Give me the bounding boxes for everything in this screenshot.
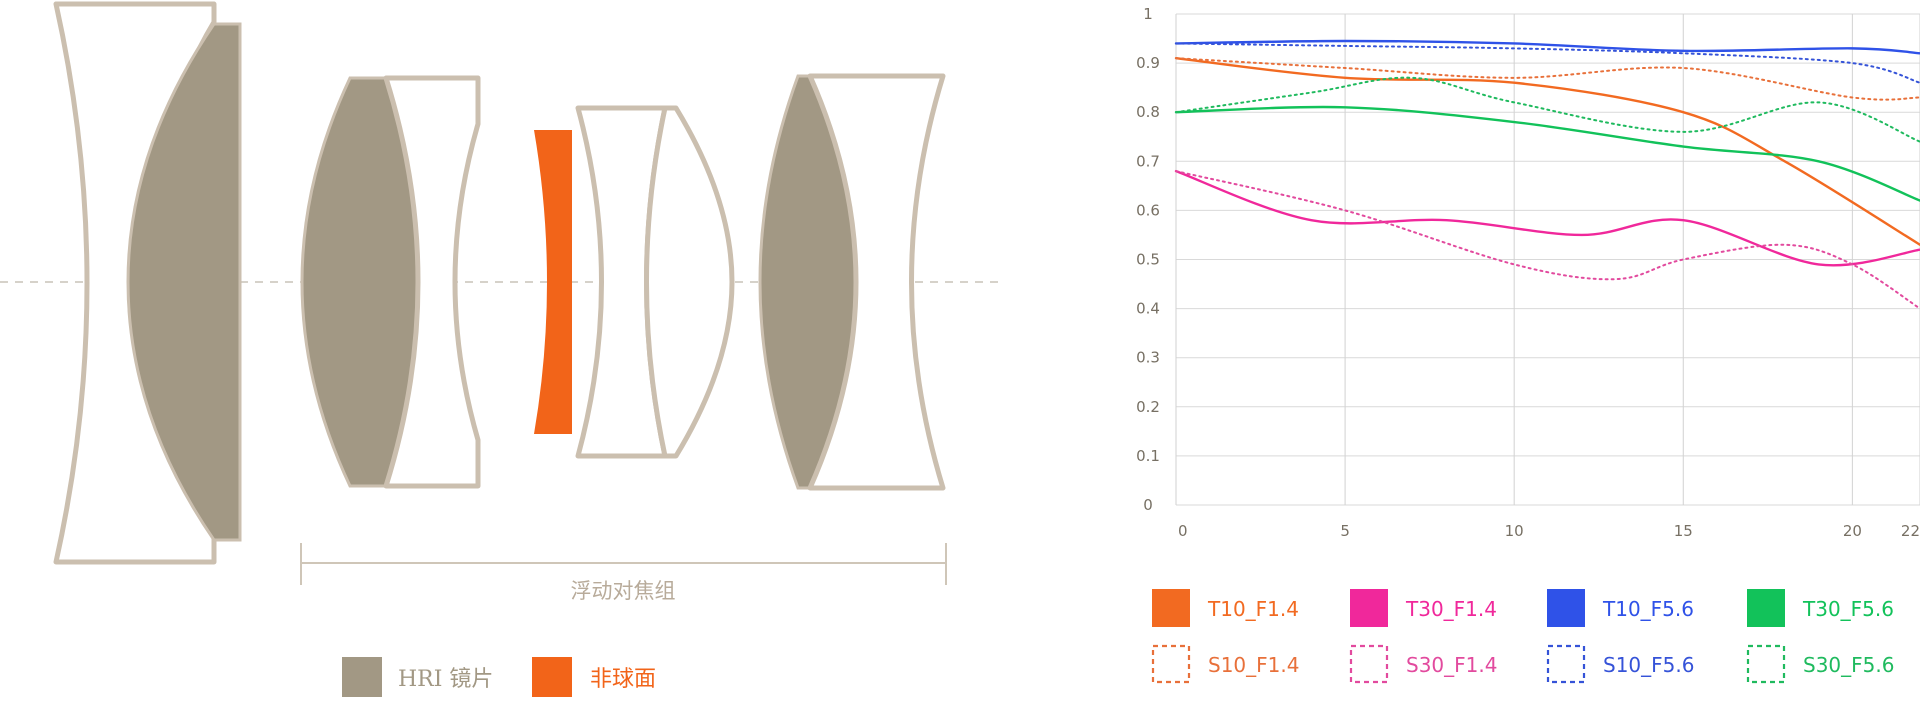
- legend-label-t30-f5-6: T30_F5.6: [1802, 597, 1894, 621]
- y-tick-label: 0.4: [1136, 300, 1160, 318]
- series-line-s10-f5-6: [1175, 42, 1920, 84]
- x-tick-label: 20: [1843, 522, 1862, 540]
- y-tick-label: 0.2: [1136, 398, 1160, 416]
- y-tick-label: 0.9: [1136, 54, 1160, 72]
- lens-element-4: [383, 75, 481, 489]
- x-tick-label: 0: [1178, 522, 1188, 540]
- legend-label-t10-f1-4: T10_F1.4: [1207, 597, 1299, 621]
- y-tick-label: 0.1: [1136, 447, 1160, 465]
- hri-legend-swatch: [342, 657, 382, 697]
- legend-label-t10-f5-6: T10_F5.6: [1602, 597, 1694, 621]
- series-line-t10-f5-6: [1174, 39, 1920, 55]
- y-tick-label: 0.5: [1136, 251, 1160, 269]
- y-tick-label: 0.3: [1136, 349, 1160, 367]
- series-line-s30-f1-4: [1175, 170, 1920, 310]
- series-line-s10-f1-4: [1175, 57, 1920, 101]
- legend-swatch-t30-f1-4: [1350, 589, 1388, 627]
- legend-label-s10-f5-6: S10_F5.6: [1603, 653, 1694, 677]
- legend-swatch-t10-f5-6: [1547, 589, 1585, 627]
- mtf-chart: 00.10.20.30.40.50.60.70.80.910 5 10 15 20 22 …: [1136, 5, 1920, 684]
- chart-ticks: 00.10.20.30.40.50.60.70.80.910 5 10 15 20 22: [1136, 5, 1920, 540]
- lens-element-5-aspheric: [534, 130, 572, 434]
- series-line-t10-f1-4: [1174, 56, 1920, 246]
- aspheric-legend-swatch: [532, 657, 572, 697]
- y-tick-label: 0.6: [1136, 201, 1160, 219]
- legend-label-s30-f5-6: S30_F5.6: [1803, 653, 1894, 677]
- lens-element-7: [644, 105, 735, 459]
- y-tick-label: 0: [1143, 496, 1153, 514]
- chart-series: [1174, 39, 1920, 310]
- floating-focus-label: 浮动对焦组: [571, 579, 676, 603]
- lens-element-2-hri: [126, 22, 242, 542]
- x-tick-label: 5: [1340, 522, 1350, 540]
- legend-swatch-t10-f1-4: [1152, 589, 1190, 627]
- y-tick-label: 0.8: [1136, 103, 1160, 121]
- floating-focus-bracket: [300, 543, 947, 585]
- y-tick-label: 1: [1143, 5, 1153, 23]
- aspheric-legend-label: 非球面: [590, 667, 656, 692]
- x-tick-label: 15: [1674, 522, 1693, 540]
- legend-label-t30-f1-4: T30_F1.4: [1405, 597, 1497, 621]
- series-line-s30-f5-6: [1175, 76, 1920, 143]
- lens-element-9: [807, 73, 946, 491]
- legend-swatch-s10-f5-6: [1546, 644, 1586, 684]
- chart-legend: T10_F1.4 T30_F1.4 T10_F5.6 T30_F5.6 S10_F1.4…: [1151, 589, 1894, 684]
- legend-label-s30-f1-4: S30_F1.4: [1406, 653, 1497, 677]
- lens-diagram: 浮动对焦组 HRI 镜片 非球面: [0, 1, 1005, 697]
- legend-swatch-s30-f5-6: [1746, 644, 1786, 684]
- x-tick-label: 22: [1901, 522, 1920, 540]
- x-tick-label: 10: [1505, 522, 1524, 540]
- legend-label-s10-f1-4: S10_F1.4: [1208, 653, 1299, 677]
- chart-grid: [1175, 13, 1920, 506]
- hri-legend-label: HRI 镜片: [398, 667, 493, 692]
- legend-swatch-s10-f1-4: [1151, 644, 1191, 684]
- legend-swatch-s30-f1-4: [1349, 644, 1389, 684]
- series-line-t30-f1-4: [1174, 169, 1920, 267]
- series-line-t30-f5-6: [1174, 105, 1920, 202]
- legend-swatch-t30-f5-6: [1747, 589, 1785, 627]
- y-tick-label: 0.7: [1136, 152, 1160, 170]
